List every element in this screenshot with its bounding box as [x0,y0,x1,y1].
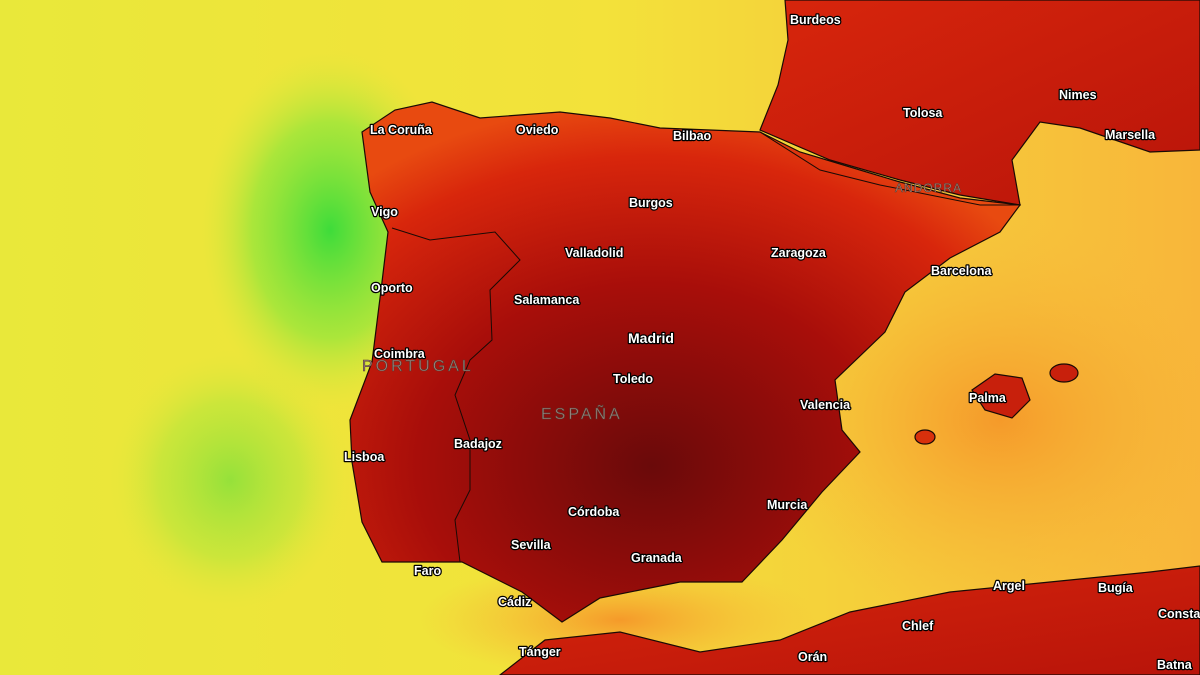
city-label: Consta [1158,607,1200,621]
city-label: Nimes [1059,88,1097,102]
city-label: Oviedo [516,123,559,137]
africa [499,565,1200,675]
city-label: Faro [414,564,441,578]
city-label: Burdeos [790,13,841,27]
mallorca [971,373,1031,419]
city-label: Badajoz [454,437,502,451]
city-label: Valladolid [565,246,623,260]
country-label: ANDORRA [895,181,962,195]
city-label: Zaragoza [771,246,827,260]
city-label: Salamanca [514,293,580,307]
menorca [1049,363,1079,383]
city-label: Lisboa [344,450,385,464]
iberia [349,101,1022,623]
city-label: Tánger [519,645,561,659]
city-label: Granada [631,551,683,565]
city-label: Barcelona [931,264,992,278]
city-labels: Burdeos Tolosa Nimes Marsella La Coruña … [343,12,1200,674]
city-label: Valencia [800,398,851,412]
city-label: Murcia [767,498,808,512]
city-label: Coimbra [374,347,426,361]
cool-area [110,350,350,610]
country-labels: ANDORRA PORTUGAL ESPAÑA [362,181,962,424]
city-label: Córdoba [568,505,620,519]
ibiza [914,429,936,445]
city-label: La Coruña [370,123,433,137]
city-label: Argel [993,579,1025,593]
border-pyrenees [759,131,1020,206]
city-label: Sevilla [511,538,552,552]
city-label: Madrid [628,330,674,346]
city-label: Tolosa [903,106,943,120]
city-label: Bugía [1098,581,1134,595]
city-label: Orán [798,650,827,664]
border-portugal [391,227,521,563]
country-label: PORTUGAL [362,358,474,375]
city-label: Palma [969,391,1007,405]
city-label: Marsella [1105,128,1156,142]
country-label: ESPAÑA [541,403,623,423]
city-label: Vigo [371,205,398,219]
city-label: Oporto [371,281,413,295]
city-label: Toledo [613,372,653,386]
city-label: Burgos [629,196,673,210]
city-label: Bilbao [673,129,712,143]
city-label: Batna [1157,658,1193,672]
city-label: Chlef [902,619,934,633]
city-label: Cádiz [498,595,531,609]
